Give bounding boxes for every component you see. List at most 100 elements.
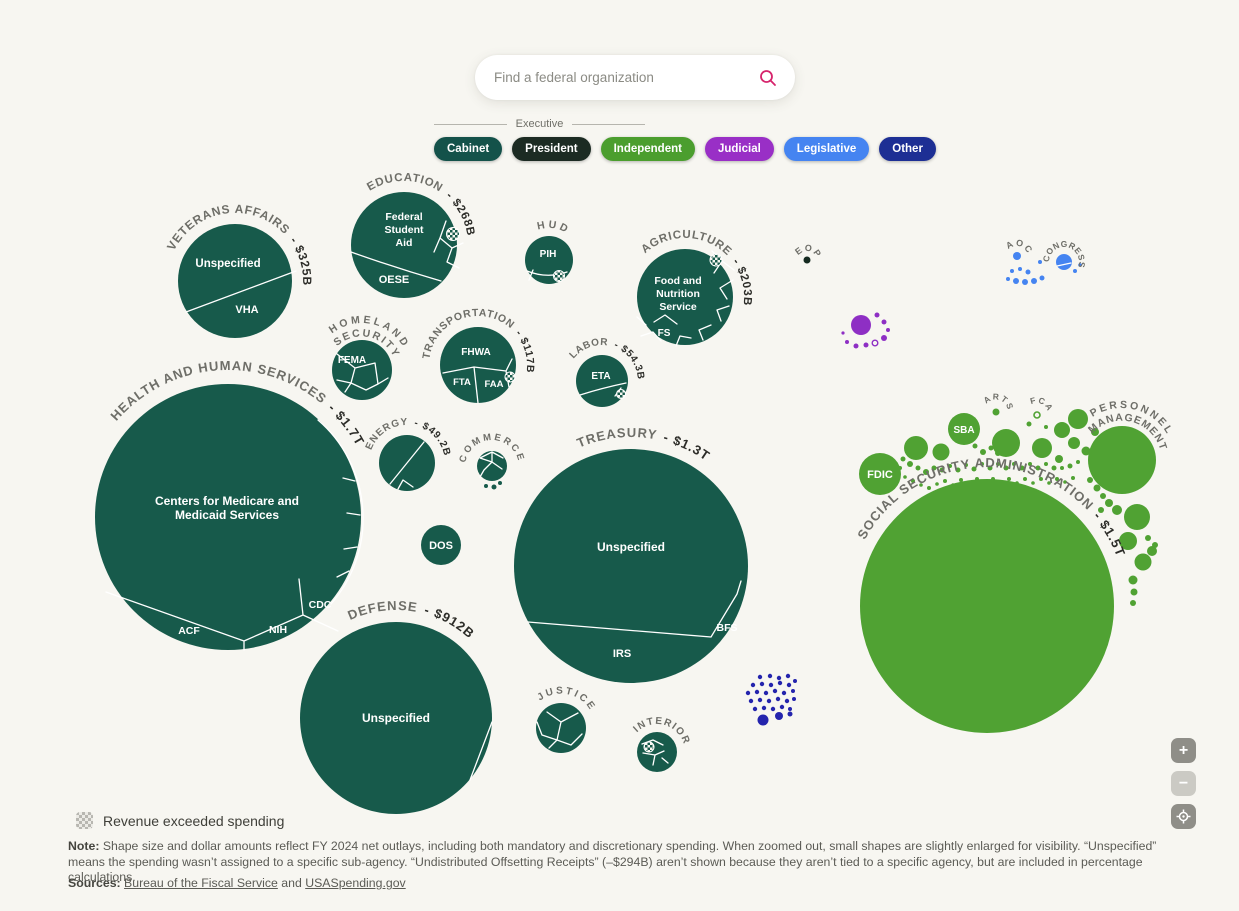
sub-agency-label: Centers for Medicare and	[155, 494, 299, 508]
bubble-arts[interactable]: ARTS	[982, 391, 1016, 416]
sub-agency-label: BFS	[717, 622, 738, 634]
category-filter-pills: Cabinet President Independent Judicial L…	[434, 137, 936, 161]
revenue-exceeded-cell	[504, 371, 516, 383]
executive-group-divider: Executive	[434, 118, 646, 130]
sub-agency-label: ACF	[178, 625, 200, 637]
bubble-homeland-security[interactable]: FEMA HOMELAND SECURITY	[327, 314, 412, 400]
filter-pill-legislative[interactable]: Legislative	[783, 137, 870, 161]
bubble-justice[interactable]: JUSTICE	[536, 686, 598, 753]
bubble-arc-label: HUD	[536, 219, 572, 237]
revenue-exceeded-dot	[871, 339, 879, 347]
sub-agency-label: Unspecified	[362, 711, 430, 725]
bubble-fca[interactable]: FCA	[1029, 395, 1056, 419]
divider-line	[434, 123, 507, 125]
bubble-dos[interactable]: DOS	[421, 525, 461, 565]
bubble-treasury[interactable]: Unspecified IRS BFS TREASURY - $1.3T	[514, 425, 748, 683]
zoom-out-button[interactable]: −	[1171, 771, 1196, 796]
svg-text:Nutrition: Nutrition	[656, 288, 700, 300]
bubble-congress[interactable]: CONGRESS	[1041, 239, 1087, 270]
sub-agency-label: FHWA	[461, 347, 490, 358]
note-label: Note:	[68, 839, 100, 853]
bubble-interior[interactable]: INTERIOR	[631, 716, 692, 772]
bubble-fdic[interactable]: FDIC	[859, 453, 901, 495]
sub-agency-label: FEMA	[338, 355, 366, 366]
svg-text:Medicaid Services: Medicaid Services	[175, 508, 279, 522]
sub-agency-label: FTA	[453, 377, 471, 388]
sub-agency-label: IRS	[613, 648, 631, 660]
bubble-transportation[interactable]: FHWA FTA FAA TRANSPORTATION - $117B	[420, 307, 536, 404]
filter-pill-president[interactable]: President	[512, 137, 591, 161]
legend: Revenue exceeded spending	[76, 812, 284, 829]
legend-label: Revenue exceeded spending	[103, 812, 285, 829]
bubble-social-security-administration[interactable]: SOCIAL SECURITY ADMINISTRATION - $1.5T	[854, 455, 1128, 733]
filter-pill-cabinet[interactable]: Cabinet	[434, 137, 503, 161]
org-label: DOS	[429, 540, 453, 552]
checkered-pattern-icon	[76, 812, 93, 829]
sub-agency-label: PIH	[540, 249, 557, 260]
bubble-defense[interactable]: Unspecified DEFENSE - $912B	[300, 598, 493, 814]
revenue-exceeded-dot	[1033, 411, 1041, 419]
sub-agency-label: FS	[658, 328, 671, 339]
independent-circles-cluster[interactable]	[898, 409, 1158, 606]
note-text: Shape size and dollar amounts reflect FY…	[68, 839, 1157, 885]
source-link-usaspending[interactable]: USASpending.gov	[305, 876, 406, 890]
org-label: FDIC	[867, 469, 893, 481]
legislative-dots-cluster[interactable]	[1006, 260, 1082, 285]
sub-agency-label: Federal	[385, 211, 422, 223]
source-link-fiscal-service[interactable]: Bureau of the Fiscal Service	[124, 876, 278, 890]
other-dots-cluster[interactable]	[745, 673, 797, 726]
revenue-exceeded-cell	[643, 741, 655, 753]
sub-agency-label: Unspecified	[195, 258, 260, 270]
svg-text:Student: Student	[384, 224, 424, 236]
bubble-hud[interactable]: PIH HUD	[525, 219, 573, 284]
bubble-health-and-human-services[interactable]: Centers for Medicare and Medicaid Servic…	[95, 358, 368, 651]
bubble-eop[interactable]: EOP	[793, 243, 824, 264]
org-label: SBA	[953, 425, 974, 436]
zoom-in-button[interactable]: +	[1171, 738, 1196, 763]
filter-pill-other[interactable]: Other	[879, 137, 936, 161]
judicial-dots-cluster[interactable]	[841, 312, 890, 349]
revenue-exceeded-cell	[709, 253, 723, 267]
bubble-sba[interactable]: SBA	[948, 413, 980, 445]
bubble-agriculture[interactable]: Food and Nutrition Service FS AGRICULTUR…	[636, 229, 753, 347]
revenue-exceeded-cell	[553, 270, 565, 282]
search-input[interactable]	[492, 69, 758, 86]
filter-pill-independent[interactable]: Independent	[600, 137, 695, 161]
executive-group-label: Executive	[515, 118, 564, 130]
sources-separator: and	[277, 876, 306, 890]
crosshair-icon	[1176, 809, 1191, 824]
sources-label: Sources:	[68, 876, 121, 890]
sub-agency-label: ETA	[591, 371, 610, 382]
bubble-commerce[interactable]: COMMERCE	[457, 432, 526, 490]
bubble-arc-label: AOC	[1004, 237, 1035, 255]
zoom-controls: + −	[1171, 738, 1196, 829]
recenter-button[interactable]	[1171, 804, 1196, 829]
divider-line	[572, 123, 646, 125]
bubble-aoc[interactable]: AOC	[1004, 237, 1035, 260]
sub-agency-label: CDC	[309, 599, 332, 611]
sub-agency-label: FAA	[485, 379, 504, 390]
sub-agency-label: Unspecified	[597, 540, 665, 554]
search-bar	[475, 55, 795, 100]
sub-agency-label: VHA	[235, 304, 258, 316]
bubble-personnel-management[interactable]: PERSONNEL MANAGEMENT	[1086, 399, 1176, 494]
footnote: Note: Shape size and dollar amounts refl…	[68, 839, 1196, 886]
bubble-arc-label: FCA	[1029, 395, 1056, 413]
sub-agency-label: OESE	[379, 274, 410, 286]
svg-text:Aid: Aid	[396, 237, 413, 249]
sub-agency-label: NIH	[269, 624, 287, 636]
revenue-exceeded-cell	[616, 389, 626, 399]
bubble-veterans-affairs[interactable]: Unspecified VHA VETERANS AFFAIRS - $325B	[164, 202, 314, 338]
bubble-arc-label: ARTS	[982, 391, 1016, 411]
bubble-labor[interactable]: ETA LABOR - $54.3B	[568, 337, 646, 407]
svg-text:Service: Service	[659, 301, 697, 313]
revenue-exceeded-cell	[446, 227, 460, 241]
sub-agency-label: Food and	[654, 275, 701, 287]
bubble-energy[interactable]: ENERGY - $49.2B	[364, 417, 453, 491]
sources-line: Sources: Bureau of the Fiscal Service an…	[68, 876, 406, 890]
bubble-education[interactable]: Federal Student Aid OESE EDUCATION - $268…	[350, 172, 476, 298]
filter-pill-judicial[interactable]: Judicial	[704, 137, 774, 161]
search-icon[interactable]	[758, 68, 778, 88]
